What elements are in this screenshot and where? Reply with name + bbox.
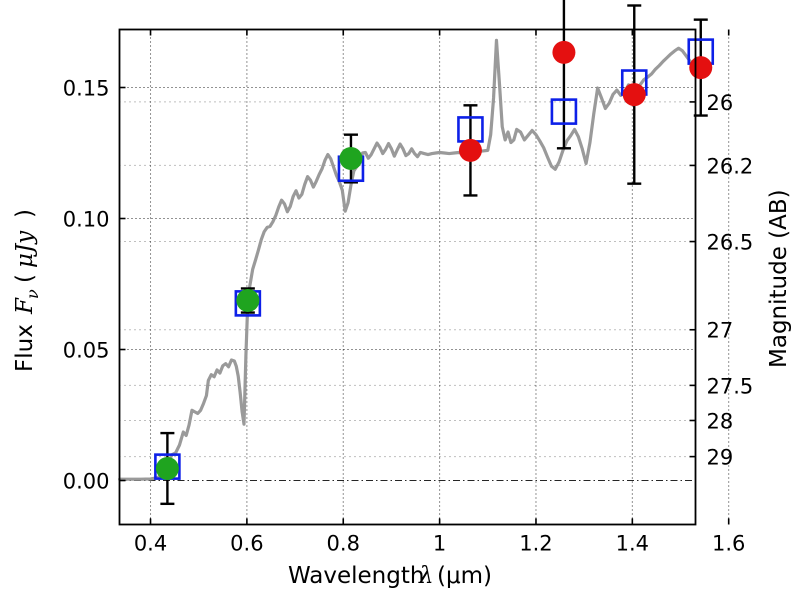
x-axis-title-unit: (μm): [437, 563, 492, 589]
y-axis-title-symbol: F: [12, 297, 38, 315]
observed-photometry-circle: [339, 147, 363, 171]
observed-photometry-circle: [552, 40, 576, 64]
x-tick-label: 1.6: [712, 532, 745, 556]
observed-photometry-circle: [689, 56, 713, 80]
right-axis-title-text: Magnitude (AB): [766, 189, 792, 368]
observed-photometry-circle: [458, 138, 482, 162]
grid-layer: [119, 29, 730, 525]
observed-photometry-markers: [155, 40, 713, 480]
observed-photometry-circle: [622, 83, 646, 107]
x-tick-label: 0.8: [327, 532, 360, 556]
x-tick-label: 1.2: [519, 532, 552, 556]
y-tick-label: 0.15: [63, 77, 110, 101]
x-tick-label: 0.4: [134, 532, 167, 556]
spectrum-polyline: [118, 38, 698, 481]
x-tick-label: 1: [433, 532, 446, 556]
observed-photometry-circle: [236, 289, 260, 313]
y-tick-label: 0.00: [63, 470, 110, 494]
magnitude-tick-label: 28: [707, 409, 734, 433]
x-axis-title: Wavelength λ (μm): [288, 563, 492, 589]
errorbar-layer: [160, 0, 708, 506]
x-tick-label: 0.6: [230, 532, 263, 556]
y-axis-title-subscript: ν: [23, 289, 42, 299]
model-photometry-square: [550, 98, 578, 125]
y-axis-title-paren-open: (: [12, 274, 38, 283]
x-axis-title-prefix: Wavelength: [288, 563, 424, 589]
plot-frame-rect: [118, 28, 697, 526]
tick-label-layer: 0.4 0.6 0.8 1 1.2 1.4 1.6 0.00 0.05 0.10 0.15 26 26.…: [63, 77, 754, 556]
y-axis-title-prefix: Flux: [12, 324, 38, 372]
y-tick-label: 0.10: [63, 208, 110, 232]
y-axis-title: Flux F ν ( μJy ): [12, 209, 42, 372]
template-spectrum-curve: [118, 38, 698, 481]
y-axis-title-paren-close: ): [12, 209, 38, 218]
magnitude-tick-label: 27: [707, 319, 734, 343]
axes-frame: [118, 28, 697, 526]
magnitude-tick-label: 26: [707, 91, 734, 115]
magnitude-tick-label: 26.2: [707, 154, 754, 178]
right-axis-title: Magnitude (AB): [766, 189, 792, 368]
x-axis-title-lambda: λ: [418, 563, 434, 589]
y-tick-label: 0.05: [63, 339, 110, 363]
magnitude-tick-label: 26.5: [707, 231, 754, 255]
model-photometry-markers: [154, 38, 715, 480]
magnitude-tick-label: 27.5: [707, 374, 754, 398]
magnitude-tick-label: 29: [707, 446, 734, 470]
y-axis-title-unit: μJy: [12, 230, 38, 268]
tick-layer: [119, 29, 730, 525]
observed-photometry-circle: [155, 456, 179, 480]
x-tick-label: 1.4: [616, 532, 649, 556]
